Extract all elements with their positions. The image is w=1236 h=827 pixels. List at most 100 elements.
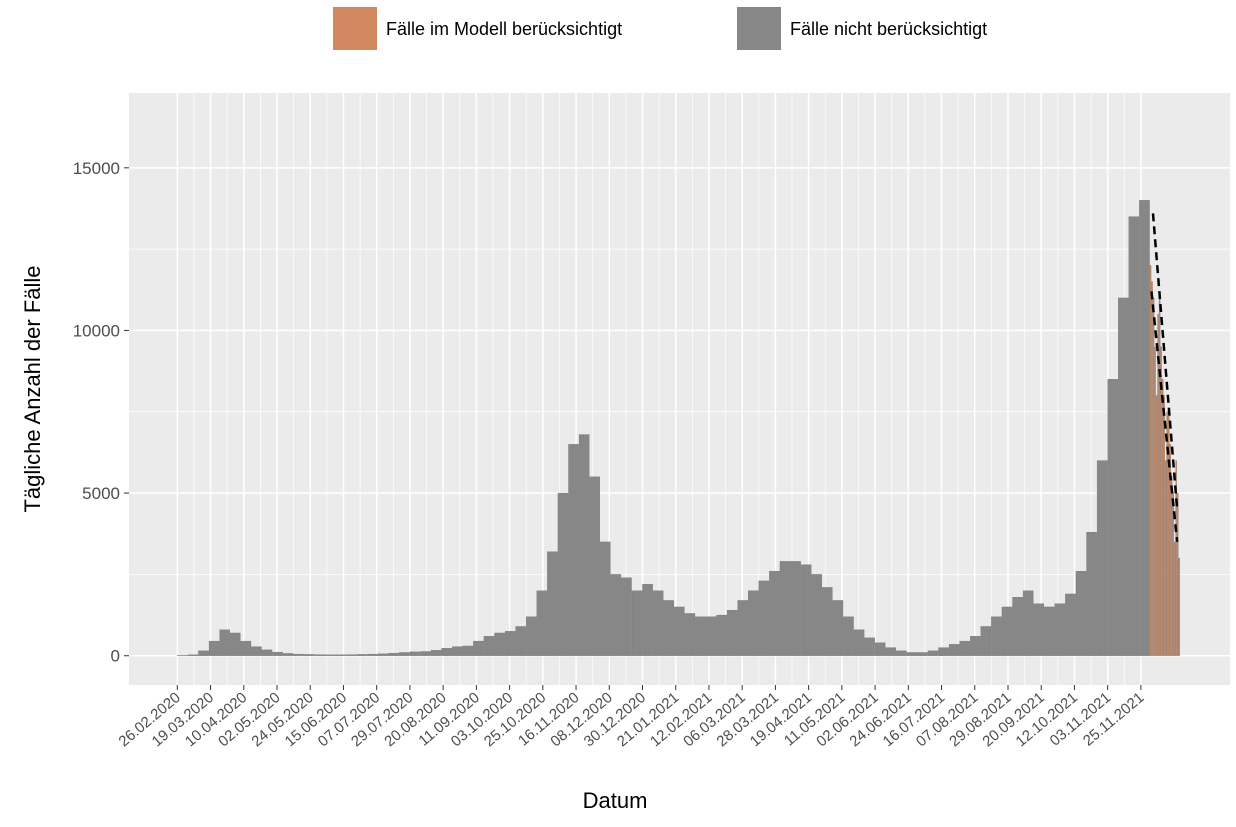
bar xyxy=(505,631,515,655)
bar xyxy=(706,617,716,656)
y-tick-label: 5000 xyxy=(82,484,120,503)
bar xyxy=(1034,604,1044,656)
bar xyxy=(399,652,409,655)
bar xyxy=(748,591,758,656)
bar xyxy=(357,654,367,655)
bar xyxy=(833,600,843,655)
bar xyxy=(568,444,578,655)
bar xyxy=(198,651,208,656)
bar xyxy=(1159,298,1160,656)
bar xyxy=(1158,314,1159,656)
bar xyxy=(389,653,399,656)
bar xyxy=(875,643,885,656)
bar xyxy=(600,542,610,656)
y-tick-label: 10000 xyxy=(73,321,120,340)
bar xyxy=(283,653,293,655)
bar xyxy=(907,652,917,655)
bar xyxy=(1164,396,1165,656)
bar xyxy=(1129,217,1139,656)
bar xyxy=(241,641,251,656)
bar xyxy=(1154,347,1155,656)
bar xyxy=(558,493,568,656)
bar xyxy=(420,651,430,655)
bar xyxy=(1065,594,1075,656)
bar xyxy=(1044,607,1054,656)
bar xyxy=(1151,282,1152,656)
bar xyxy=(822,587,832,655)
bar xyxy=(251,647,261,656)
bar xyxy=(949,644,959,655)
bar xyxy=(1118,298,1128,656)
bar xyxy=(272,652,282,656)
bar xyxy=(220,630,230,656)
bar xyxy=(886,648,896,656)
bar xyxy=(547,552,557,656)
bar xyxy=(801,565,811,656)
bar xyxy=(304,654,314,655)
bar xyxy=(315,655,325,656)
bar xyxy=(1162,379,1163,655)
bar xyxy=(928,651,938,656)
bar xyxy=(431,650,441,656)
bar xyxy=(1139,200,1149,655)
bar xyxy=(1150,265,1151,655)
bar xyxy=(1108,379,1118,655)
bar xyxy=(854,630,864,656)
bar xyxy=(1076,571,1086,656)
bar xyxy=(664,600,674,655)
bar xyxy=(484,636,494,656)
bar xyxy=(378,654,388,656)
bar xyxy=(1097,461,1107,656)
bar xyxy=(632,591,642,656)
bar xyxy=(1177,493,1178,656)
bar xyxy=(1156,396,1157,656)
bar xyxy=(738,600,748,655)
bar xyxy=(452,647,462,656)
bar xyxy=(695,617,705,656)
bar xyxy=(442,648,452,655)
bar xyxy=(368,654,378,656)
legend-swatch xyxy=(737,7,781,50)
bar xyxy=(346,655,356,656)
bar xyxy=(1165,461,1166,656)
bar xyxy=(896,651,906,656)
bar xyxy=(325,655,335,656)
bar xyxy=(769,571,779,656)
bar xyxy=(516,626,526,655)
bar xyxy=(981,626,991,655)
bar xyxy=(727,610,737,656)
bar xyxy=(537,591,547,656)
bar xyxy=(1087,532,1097,656)
bar xyxy=(939,648,949,656)
bar xyxy=(410,652,420,656)
bar xyxy=(960,641,970,656)
bar xyxy=(188,655,198,656)
bar xyxy=(262,650,272,656)
y-axis-title: Tägliche Anzahl der Fälle xyxy=(20,265,45,512)
bar xyxy=(674,607,684,656)
bar xyxy=(230,633,240,656)
bar xyxy=(621,578,631,656)
bar xyxy=(1174,542,1175,656)
bar xyxy=(611,574,621,655)
legend-swatch xyxy=(333,7,377,50)
legend-label: Fälle nicht berücksichtigt xyxy=(790,19,987,39)
bar xyxy=(494,633,504,656)
bar xyxy=(463,646,473,656)
y-tick-label: 0 xyxy=(111,647,120,666)
bar xyxy=(717,615,727,656)
bar xyxy=(759,581,769,656)
bar xyxy=(473,641,483,656)
bar xyxy=(209,641,219,656)
bar xyxy=(685,613,695,655)
bar xyxy=(1179,558,1180,656)
bar xyxy=(865,638,875,656)
bar xyxy=(917,652,927,655)
bar xyxy=(526,617,536,656)
bar xyxy=(579,435,589,656)
bar xyxy=(1161,347,1162,656)
bar xyxy=(780,561,790,655)
bar xyxy=(1023,591,1033,656)
